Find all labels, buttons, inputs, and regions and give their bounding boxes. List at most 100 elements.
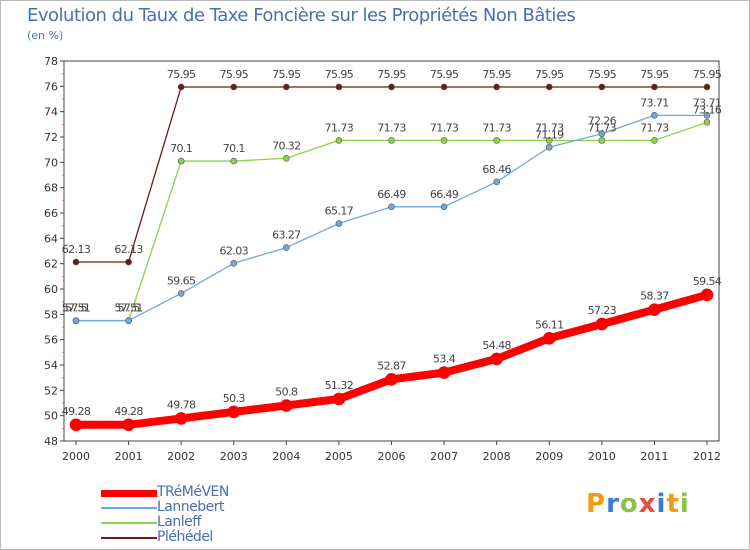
data-point <box>545 137 553 144</box>
data-point <box>493 137 500 144</box>
chart-legend: TRéMéVEN Lannebert Lanleff Pléhédel <box>101 484 301 546</box>
data-point <box>122 418 135 432</box>
data-point <box>385 373 398 386</box>
y-tick-label: 76 <box>44 80 58 93</box>
data-point <box>440 137 448 144</box>
data-point <box>177 83 185 91</box>
x-tick-label: 2009 <box>535 450 563 463</box>
data-label: 71.73 <box>482 121 511 134</box>
data-label: 54.48 <box>482 339 511 352</box>
data-label: 57.51 <box>114 302 143 315</box>
proxiti-logo: Proxiti <box>586 489 690 519</box>
data-point <box>648 303 661 316</box>
data-label: 71.19 <box>535 128 564 141</box>
y-tick-label: 60 <box>44 283 58 296</box>
data-label: 72.26 <box>588 115 617 128</box>
logo-letter: x <box>638 489 657 519</box>
y-tick-label: 54 <box>44 359 58 372</box>
data-label: 56.11 <box>535 318 564 331</box>
data-label: 53.4 <box>433 353 456 366</box>
data-label: 63.27 <box>272 229 301 242</box>
data-point <box>437 366 451 379</box>
data-label: 62.03 <box>220 244 249 257</box>
legend-item: TRéMéVEN <box>101 484 301 501</box>
data-point <box>230 259 238 267</box>
legend-swatch <box>101 507 157 509</box>
data-point <box>545 83 553 91</box>
data-label: 73.71 <box>640 96 669 109</box>
data-label: 70.32 <box>272 139 301 152</box>
y-tick-label: 70 <box>44 156 58 169</box>
x-tick-label: 2012 <box>693 450 721 463</box>
data-point <box>335 220 343 227</box>
y-tick-label: 52 <box>44 384 58 397</box>
y-tick-label: 74 <box>44 106 58 119</box>
data-point <box>177 157 185 165</box>
data-label: 57.51 <box>62 302 91 315</box>
data-point <box>651 83 658 91</box>
data-point <box>440 203 448 211</box>
data-label: 70.1 <box>223 142 245 155</box>
logo-letter: o <box>619 489 639 519</box>
x-tick-label: 2004 <box>272 450 300 463</box>
data-point <box>72 317 80 324</box>
x-tick-label: 2011 <box>640 450 668 463</box>
data-point <box>230 83 238 91</box>
data-label: 75.95 <box>693 68 722 81</box>
data-point <box>283 83 290 91</box>
data-point <box>335 137 343 144</box>
legend-label: TRéMéVEN <box>157 484 229 500</box>
data-point <box>700 288 714 302</box>
data-point <box>332 392 346 406</box>
data-label: 58.37 <box>640 290 669 303</box>
y-tick-label: 56 <box>44 334 58 347</box>
data-point <box>598 83 606 91</box>
data-point <box>230 157 238 165</box>
data-label: 73.16 <box>693 103 722 116</box>
data-label: 65.17 <box>325 205 354 218</box>
data-label: 62.13 <box>114 243 143 256</box>
logo-letter: r <box>606 489 620 519</box>
data-point <box>598 137 606 144</box>
x-tick-label: 2005 <box>325 450 353 463</box>
y-tick-label: 66 <box>44 207 58 220</box>
data-point <box>703 119 711 126</box>
y-tick-label: 72 <box>44 131 58 144</box>
legend-item: Lannebert <box>101 499 301 516</box>
data-point <box>490 352 503 366</box>
legend-item: Lanleff <box>101 514 301 531</box>
y-tick-label: 68 <box>44 182 58 195</box>
data-point <box>542 331 556 345</box>
data-point <box>388 83 395 91</box>
legend-item: Pléhédel <box>101 529 301 546</box>
data-label: 66.49 <box>430 188 459 201</box>
chart-title: Evolution du Taux de Taxe Foncière sur l… <box>27 5 576 26</box>
legend-swatch <box>101 522 157 524</box>
legend-label: Lanleff <box>157 514 202 530</box>
data-label: 75.95 <box>640 68 669 81</box>
data-label: 73.71 <box>693 96 722 109</box>
data-point <box>283 244 290 251</box>
y-tick-label: 50 <box>44 410 58 423</box>
legend-label: Pléhédel <box>157 529 213 545</box>
data-point <box>440 83 448 91</box>
data-label: 75.95 <box>588 68 617 81</box>
x-tick-label: 2000 <box>62 450 90 463</box>
data-point <box>651 112 658 119</box>
y-tick-label: 48 <box>44 435 58 448</box>
data-point <box>174 412 188 425</box>
data-label: 75.95 <box>535 68 564 81</box>
data-label: 59.54 <box>693 275 722 288</box>
x-tick-label: 2002 <box>167 450 195 463</box>
data-label: 49.28 <box>114 405 143 418</box>
data-point <box>280 399 293 412</box>
logo-letter: i <box>656 489 667 519</box>
x-tick-label: 2006 <box>378 450 406 463</box>
data-point <box>598 130 606 138</box>
data-point <box>545 143 553 151</box>
data-label: 75.95 <box>325 68 354 81</box>
data-label: 57.5 <box>118 302 141 315</box>
x-tick-label: 2008 <box>483 450 511 463</box>
